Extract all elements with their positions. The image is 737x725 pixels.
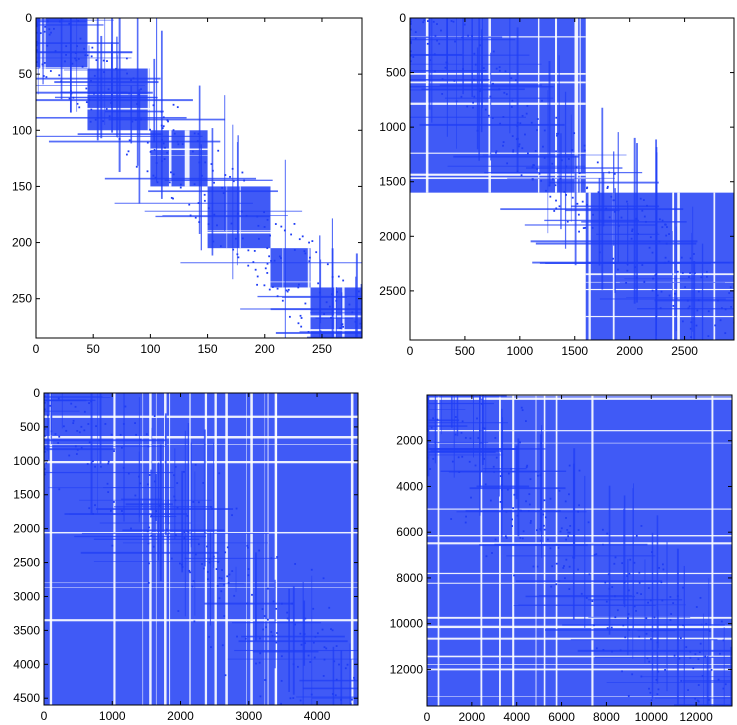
axes-frame xyxy=(426,394,733,707)
y-tick-label: 0 xyxy=(33,386,40,400)
y-tick-label: 2000 xyxy=(396,434,423,448)
y-tick-label: 1500 xyxy=(13,488,40,502)
y-tick-label: 1000 xyxy=(379,120,406,134)
y-tick-label: 8000 xyxy=(396,571,423,585)
axes-frame xyxy=(409,17,735,341)
nonzero-pattern xyxy=(427,395,732,706)
x-tick-label: 1500 xyxy=(561,344,588,358)
x-tick-label: 6000 xyxy=(548,710,575,724)
x-tick-label: 4000 xyxy=(503,710,530,724)
y-tick-label: 3000 xyxy=(13,589,40,603)
x-tick-label: 1000 xyxy=(99,709,126,723)
x-tick-label: 1000 xyxy=(506,344,533,358)
y-tick-label: 150 xyxy=(12,179,32,193)
x-tick-label: 0 xyxy=(41,709,48,723)
y-tick-label: 3500 xyxy=(13,623,40,637)
x-tick-label: 250 xyxy=(312,342,332,356)
y-tick-label: 6000 xyxy=(396,525,423,539)
x-tick-label: 0 xyxy=(33,342,40,356)
y-tick-label: 2500 xyxy=(13,556,40,570)
y-tick-label: 10000 xyxy=(390,617,424,631)
y-tick-label: 4000 xyxy=(13,657,40,671)
y-tick-label: 2500 xyxy=(379,284,406,298)
y-tick-label: 2000 xyxy=(13,522,40,536)
x-tick-label: 12000 xyxy=(679,710,713,724)
y-tick-label: 4500 xyxy=(13,691,40,705)
y-tick-label: 1000 xyxy=(13,454,40,468)
y-tick-label: 100 xyxy=(12,123,32,137)
diagonal-block xyxy=(270,248,311,288)
axes-frame xyxy=(43,392,359,706)
diagonal-block xyxy=(427,395,732,706)
nonzero-pattern xyxy=(44,393,358,705)
x-tick-label: 200 xyxy=(255,342,275,356)
diagonal-block xyxy=(207,186,271,249)
y-tick-label: 0 xyxy=(25,11,32,25)
x-tick-label: 2000 xyxy=(167,709,194,723)
sparsity-panel-4: 0 2000 4000 6000 8000 10000 12000 2000 4000 6000 8… xyxy=(390,394,733,724)
y-tick-label: 1500 xyxy=(379,175,406,189)
x-tick-label: 0 xyxy=(424,710,431,724)
x-tick-label: 2500 xyxy=(671,344,698,358)
x-tick-label: 3000 xyxy=(235,709,262,723)
x-tick-label: 150 xyxy=(198,342,218,356)
y-tick-label: 500 xyxy=(20,420,40,434)
sparsity-panel-2: 0 500 1000 1500 2000 2500 0 500 1000 1500 2000 2500 xyxy=(379,11,735,358)
x-tick-label: 10000 xyxy=(635,710,669,724)
x-tick-label: 4000 xyxy=(304,709,331,723)
diagonal-block xyxy=(44,393,358,705)
y-tick-label: 50 xyxy=(19,67,33,81)
diagonal-block xyxy=(150,130,208,187)
sparsity-panel-1: 0 50 100 150 200 250 0 50 100 150 200 250 xyxy=(12,11,363,356)
x-tick-label: 8000 xyxy=(593,710,620,724)
y-tick-label: 2000 xyxy=(379,229,406,243)
nonzero-pattern xyxy=(36,18,362,338)
x-tick-label: 2000 xyxy=(459,710,486,724)
y-tick-label: 500 xyxy=(386,66,406,80)
x-tick-label: 0 xyxy=(407,344,414,358)
sparsity-panel-3: 0 1000 2000 3000 4000 0 500 1000 1500 2000 2500 300… xyxy=(13,386,359,723)
y-tick-label: 250 xyxy=(12,292,32,306)
x-tick-label: 500 xyxy=(455,344,475,358)
x-tick-label: 100 xyxy=(140,342,160,356)
y-tick-label: 0 xyxy=(399,11,406,25)
y-tick-label: 200 xyxy=(12,236,32,250)
y-tick-label: 4000 xyxy=(396,479,423,493)
x-tick-label: 2000 xyxy=(616,344,643,358)
x-tick-label: 50 xyxy=(87,342,101,356)
nonzero-pattern xyxy=(410,18,734,340)
y-tick-label: 12000 xyxy=(390,662,424,676)
diagonal-block xyxy=(585,192,734,340)
axes-frame xyxy=(35,17,363,339)
